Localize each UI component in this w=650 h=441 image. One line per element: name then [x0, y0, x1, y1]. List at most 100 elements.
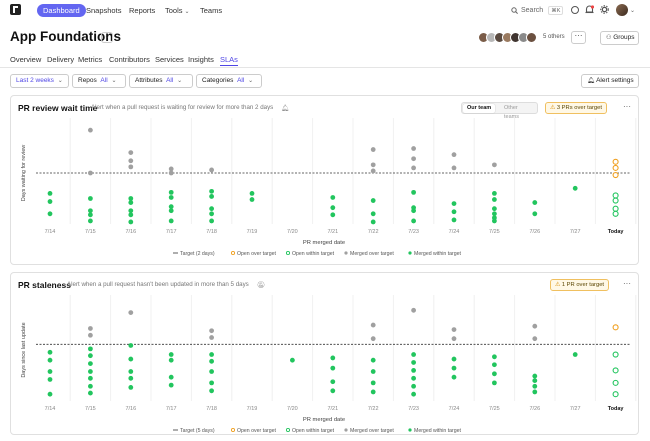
- merged-over-target-point: [370, 168, 376, 174]
- others-count[interactable]: 5 others: [543, 34, 565, 40]
- review-wait-chart: 7/14 7/15 7/16 7/17 7/18 7/19 7/20 7/21 7/22 7/23…: [21, 118, 637, 257]
- repos-value: All: [100, 77, 108, 84]
- tab-overview[interactable]: Overview: [10, 55, 42, 64]
- bell-icon[interactable]: 🔔︎: [281, 105, 290, 112]
- merged-within-target-point: [532, 200, 538, 205]
- merged-within-target-point: [370, 357, 376, 363]
- sla-panel-staleness: PR staleness Alert when a pull request h…: [10, 272, 639, 435]
- search-button[interactable]: Search ⌘K: [511, 4, 564, 17]
- tab-slas[interactable]: SLAs: [220, 55, 238, 66]
- tab-contributors[interactable]: Contributors: [109, 55, 150, 64]
- categories-filter[interactable]: Categories All ⌄: [196, 74, 262, 88]
- legend-swatch: [408, 428, 412, 432]
- merged-within-target-point: [209, 188, 215, 194]
- legend-swatch: [230, 250, 236, 256]
- nav-snapshots[interactable]: Snapshots: [86, 6, 122, 15]
- user-avatar[interactable]: [616, 4, 628, 16]
- merged-within-target-point: [88, 390, 93, 396]
- open-over-target-point: [612, 158, 619, 165]
- merged-within-target-point: [168, 208, 174, 214]
- nav-dashboard[interactable]: Dashboard: [37, 4, 86, 17]
- merged-over-target-point: [451, 336, 457, 342]
- legend-merged-within: Merged within target: [414, 428, 462, 434]
- merged-within-target-point: [128, 385, 134, 390]
- merged-within-target-point: [209, 388, 215, 394]
- over-target-badge[interactable]: ⚠ 3 PRs over target: [545, 102, 607, 114]
- chevron-down-icon: ⌄: [111, 78, 117, 84]
- bell-off-icon[interactable]: 🔕︎: [257, 282, 266, 289]
- merged-within-target-point: [88, 196, 93, 201]
- merged-within-target-point: [492, 218, 497, 224]
- merged-within-target-point: [209, 218, 215, 224]
- gear-icon[interactable]: [600, 5, 609, 14]
- tab-services[interactable]: Services: [155, 55, 184, 64]
- nav-reports[interactable]: Reports: [129, 6, 156, 15]
- bell-icon[interactable]: [585, 5, 594, 15]
- open-within-target-point: [612, 367, 619, 374]
- x-tick-label: 7/26: [529, 229, 540, 235]
- help-icon[interactable]: [571, 6, 579, 14]
- merged-within-target-point: [492, 206, 497, 212]
- merged-within-target-point: [168, 218, 174, 224]
- merged-within-target-point: [330, 212, 336, 218]
- merged-within-target-point: [168, 189, 174, 195]
- merged-over-target-point: [209, 167, 215, 173]
- search-shortcut: ⌘K: [548, 6, 564, 15]
- merged-within-target-point: [88, 353, 93, 359]
- groups-button[interactable]: ⚇ Groups: [600, 31, 639, 45]
- team-toggle[interactable]: Our team Other teams: [461, 102, 538, 120]
- panel-more-button[interactable]: ···: [623, 102, 631, 111]
- nav-teams[interactable]: Teams: [200, 6, 223, 15]
- merged-within-target-point: [168, 357, 174, 363]
- alert-settings-button[interactable]: 🔔︎ Alert settings: [581, 74, 639, 88]
- x-tick-label: Today: [608, 406, 625, 412]
- merged-within-target-point: [88, 375, 93, 381]
- merged-over-target-point: [128, 310, 134, 315]
- legend-swatch: [344, 428, 348, 432]
- toggle-our-team[interactable]: Our team: [463, 104, 496, 113]
- merged-within-target-point: [88, 383, 93, 389]
- nav-tools[interactable]: Tools ⌄: [165, 4, 190, 17]
- open-within-target-point: [612, 205, 619, 212]
- chevron-down-icon[interactable]: ⌄: [630, 8, 636, 14]
- x-tick-label: 7/18: [206, 406, 217, 412]
- team-switcher-chevron-icon[interactable]: ⌄: [101, 32, 113, 43]
- repos-filter[interactable]: Repos All ⌄: [72, 74, 126, 88]
- panel-more-button[interactable]: ···: [623, 279, 631, 288]
- member-avatars[interactable]: [478, 32, 537, 43]
- date-range-select[interactable]: Last 2 weeks ⌄: [10, 74, 69, 88]
- open-within-target-point: [612, 192, 619, 199]
- toggle-other-teams[interactable]: Other teams: [504, 105, 519, 120]
- x-tick-label: 7/17: [166, 406, 177, 412]
- over-target-badge[interactable]: ⚠ 1 PR over target: [550, 279, 610, 291]
- tab-insights[interactable]: Insights: [188, 55, 214, 64]
- legend-swatch: [230, 427, 236, 433]
- merged-within-target-point: [209, 352, 215, 357]
- avatar: [526, 32, 537, 43]
- tab-delivery[interactable]: Delivery: [47, 55, 75, 64]
- more-options-button[interactable]: ···: [571, 31, 586, 44]
- merged-within-target-point: [330, 205, 336, 211]
- app-logo-icon[interactable]: [10, 4, 21, 15]
- open-within-target-point: [612, 391, 619, 398]
- x-tick-label: 7/25: [489, 406, 500, 412]
- merged-within-target-point: [47, 191, 53, 196]
- top-navigation: Dashboard Snapshots Reports Tools ⌄ Teams…: [0, 0, 650, 21]
- attributes-filter[interactable]: Attributes All ⌄: [129, 74, 193, 88]
- date-range-value: Last 2 weeks: [16, 77, 54, 84]
- merged-over-target-point: [128, 164, 134, 170]
- open-within-target-point: [612, 379, 619, 386]
- merged-within-target-point: [451, 356, 457, 362]
- x-tick-label: 7/21: [327, 229, 338, 235]
- merged-over-target-point: [209, 328, 215, 334]
- tab-metrics[interactable]: Metrics: [78, 55, 103, 64]
- merged-within-target-point: [128, 219, 134, 225]
- x-tick-label: 7/22: [368, 406, 379, 412]
- page-title: App Foundations: [10, 29, 121, 44]
- merged-within-target-point: [370, 211, 376, 217]
- merged-within-target-point: [168, 374, 174, 380]
- search-label: Search: [521, 7, 544, 14]
- chevron-down-icon: ⌄: [184, 9, 190, 15]
- merged-over-target-point: [168, 170, 174, 176]
- merged-within-target-point: [88, 208, 93, 214]
